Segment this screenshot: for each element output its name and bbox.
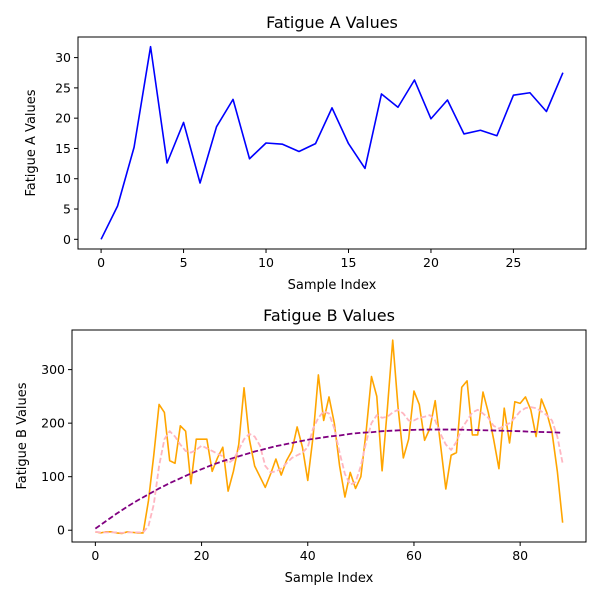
chart-title: Fatigue B Values [263,306,395,325]
x-tick-label: 15 [341,255,357,270]
y-axis-label: Fatigue A Values [24,89,39,196]
series-group [94,339,564,535]
x-tick-label: 0 [91,548,99,563]
x-tick-label: 5 [180,255,188,270]
y-tick-label: 25 [55,80,71,95]
plot-frame [77,36,587,250]
series-line-2 [94,428,563,530]
fatigue-b-chart: Fatigue B Values Sample Index Fatigue B … [15,306,587,586]
chart-title: Fatigue A Values [266,13,398,32]
x-tick-label: 20 [423,255,439,270]
y-tick-label: 200 [41,416,65,431]
series-line-0 [100,45,564,240]
series-group [100,45,564,240]
x-tick-label: 20 [194,548,210,563]
x-tick-label: 60 [406,548,422,563]
y-tick-label: 0 [57,523,65,538]
y-tick-label: 300 [41,362,65,377]
plot-frame [71,329,587,543]
y-tick-label: 20 [55,111,71,126]
y-tick-label: 10 [55,171,71,186]
x-tick-label: 80 [512,548,528,563]
y-tick-label: 5 [63,202,71,217]
y-axis-label: Fatigue B Values [15,382,30,489]
y-tick-label: 30 [55,50,71,65]
fatigue-a-chart: Fatigue A Values Sample Index Fatigue A … [24,13,587,293]
x-tick-label: 25 [505,255,521,270]
x-axis-label: Sample Index [288,278,377,293]
series-line-0 [95,339,564,535]
x-tick-label: 40 [300,548,316,563]
y-tick-label: 0 [63,232,71,247]
x-axis-label: Sample Index [285,571,374,586]
series-line-1 [95,406,564,534]
x-tick-label: 10 [258,255,274,270]
y-tick-label: 100 [41,469,65,484]
x-tick-label: 0 [97,255,105,270]
y-tick-label: 15 [55,141,71,156]
